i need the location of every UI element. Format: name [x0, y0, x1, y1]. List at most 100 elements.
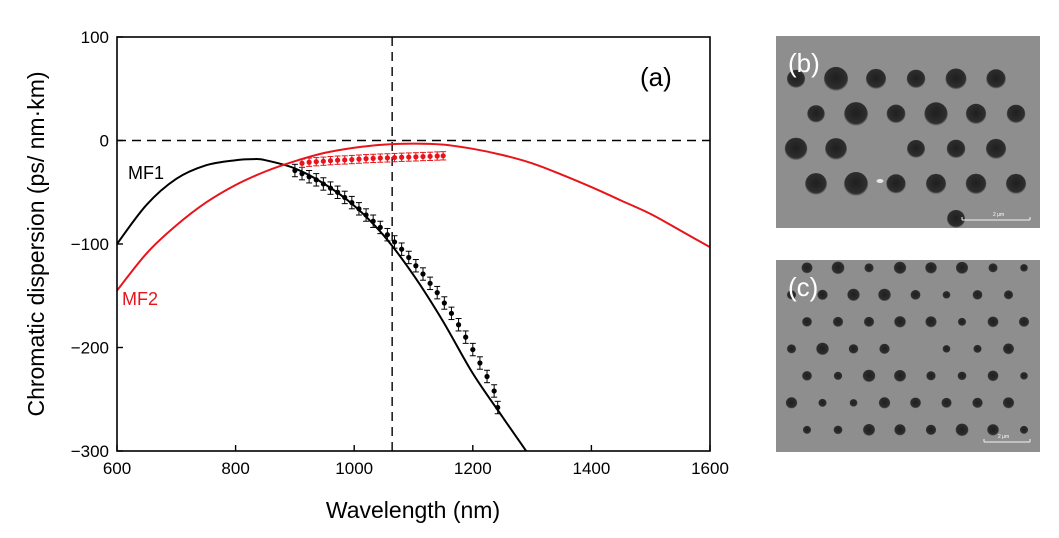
- air-hole: [942, 345, 951, 353]
- air-hole: [987, 370, 999, 382]
- panel-label-a: (a): [640, 62, 672, 92]
- panel-label-c: (c): [788, 272, 818, 302]
- mf2-data-point: [434, 153, 440, 159]
- air-hole: [807, 105, 825, 123]
- air-hole: [1018, 316, 1030, 328]
- air-hole: [945, 68, 967, 90]
- air-hole: [862, 369, 876, 383]
- air-hole: [848, 344, 859, 354]
- mf2-data-point: [440, 153, 446, 159]
- mf1-data-point: [484, 373, 490, 380]
- mf2-data-point: [391, 154, 398, 161]
- mf1-data-point: [477, 360, 483, 366]
- mf1-data-point: [427, 280, 433, 286]
- air-hole: [965, 173, 987, 195]
- air-hole: [878, 397, 891, 409]
- x-tick-label: 1600: [691, 459, 729, 478]
- mf1-data-point: [327, 185, 334, 191]
- y-tick-label: −300: [71, 442, 109, 461]
- air-hole: [988, 263, 998, 273]
- air-hole: [879, 343, 890, 355]
- mf2-data-point: [356, 156, 362, 162]
- air-hole: [985, 138, 1007, 160]
- mf1-data-point: [306, 174, 312, 180]
- air-hole: [844, 172, 868, 196]
- mf2-data-point: [299, 160, 305, 166]
- x-tick-label: 800: [221, 459, 249, 478]
- model-curves: [117, 142, 710, 451]
- air-hole: [844, 102, 868, 126]
- air-hole: [987, 316, 999, 328]
- mf2-data-point: [399, 154, 405, 160]
- air-hole: [1020, 264, 1028, 272]
- mf2-data-point: [334, 157, 341, 163]
- air-hole: [833, 425, 843, 435]
- air-hole: [986, 69, 1006, 89]
- mf2-data-point: [377, 155, 383, 161]
- curve-label-mf2: MF2: [122, 289, 158, 309]
- y-tick-label: −200: [71, 339, 109, 358]
- mf2-data-point: [342, 157, 348, 163]
- air-hole: [972, 397, 983, 409]
- mf1-data-point: [363, 212, 369, 218]
- x-tick-label: 1200: [454, 459, 492, 478]
- air-hole: [894, 370, 906, 382]
- air-hole: [1003, 343, 1014, 355]
- air-hole: [1003, 290, 1014, 300]
- air-hole: [965, 103, 987, 125]
- air-hole: [831, 261, 845, 275]
- air-hole: [849, 399, 858, 407]
- x-tick-label: 600: [103, 459, 131, 478]
- mf1-data-point: [370, 218, 376, 224]
- mf2-data-point: [327, 158, 334, 164]
- air-hole: [893, 261, 907, 275]
- mf1-data-point: [399, 246, 405, 252]
- air-hole: [886, 104, 906, 124]
- mf2-data-point: [313, 159, 319, 165]
- sem-image-c: 2 μm (c): [776, 260, 1040, 452]
- curve-label-mf1: MF1: [128, 163, 164, 183]
- air-hole: [886, 174, 906, 194]
- air-hole: [802, 425, 812, 435]
- scale-bar-text: 2 μm: [993, 212, 1004, 218]
- reference-lines: [117, 37, 710, 451]
- dispersion-chart: 600 800 1000 1200 1400 1600 −300 −200 −100 0 100 W…: [23, 28, 729, 523]
- air-hole: [785, 397, 798, 409]
- sem-image-b: 2 μm (b): [776, 36, 1040, 228]
- air-hole: [925, 262, 937, 274]
- sem-background: [776, 36, 1040, 228]
- mf1-data-point: [391, 239, 398, 245]
- air-hole: [946, 139, 966, 159]
- air-hole: [947, 210, 965, 228]
- air-hole-lattice: [785, 261, 1030, 437]
- mf2-data-point: [384, 155, 391, 161]
- mf1-data-point: [320, 181, 326, 187]
- air-hole: [957, 371, 967, 381]
- mf1-data-point: [292, 167, 298, 174]
- air-hole-lattice: [784, 66, 1027, 228]
- air-hole: [784, 137, 808, 161]
- air-hole: [987, 424, 999, 436]
- mf2-data-point: [427, 153, 433, 159]
- scale-bar-text: 2 μm: [998, 434, 1009, 440]
- air-hole: [926, 371, 936, 381]
- air-hole: [941, 397, 952, 409]
- air-hole: [1002, 397, 1015, 409]
- mf1-data-point: [455, 322, 462, 328]
- air-hole: [801, 262, 813, 274]
- mf1-data-point: [495, 404, 501, 411]
- mf2-data-point: [306, 159, 312, 165]
- mf2-data-point: [320, 158, 326, 164]
- air-hole: [863, 424, 875, 436]
- air-hole: [1019, 425, 1029, 435]
- panel-label-b: (b): [788, 48, 820, 78]
- mf2-data-point: [363, 156, 369, 162]
- air-hole: [973, 344, 982, 354]
- y-tick-label: 0: [100, 132, 109, 151]
- axis-ticks: [116, 36, 711, 452]
- air-hole: [865, 68, 887, 90]
- mf2-data-point: [370, 155, 376, 162]
- air-hole: [924, 102, 948, 126]
- y-axis-title: Chromatic dispersion (ps/ nm·km): [23, 71, 49, 416]
